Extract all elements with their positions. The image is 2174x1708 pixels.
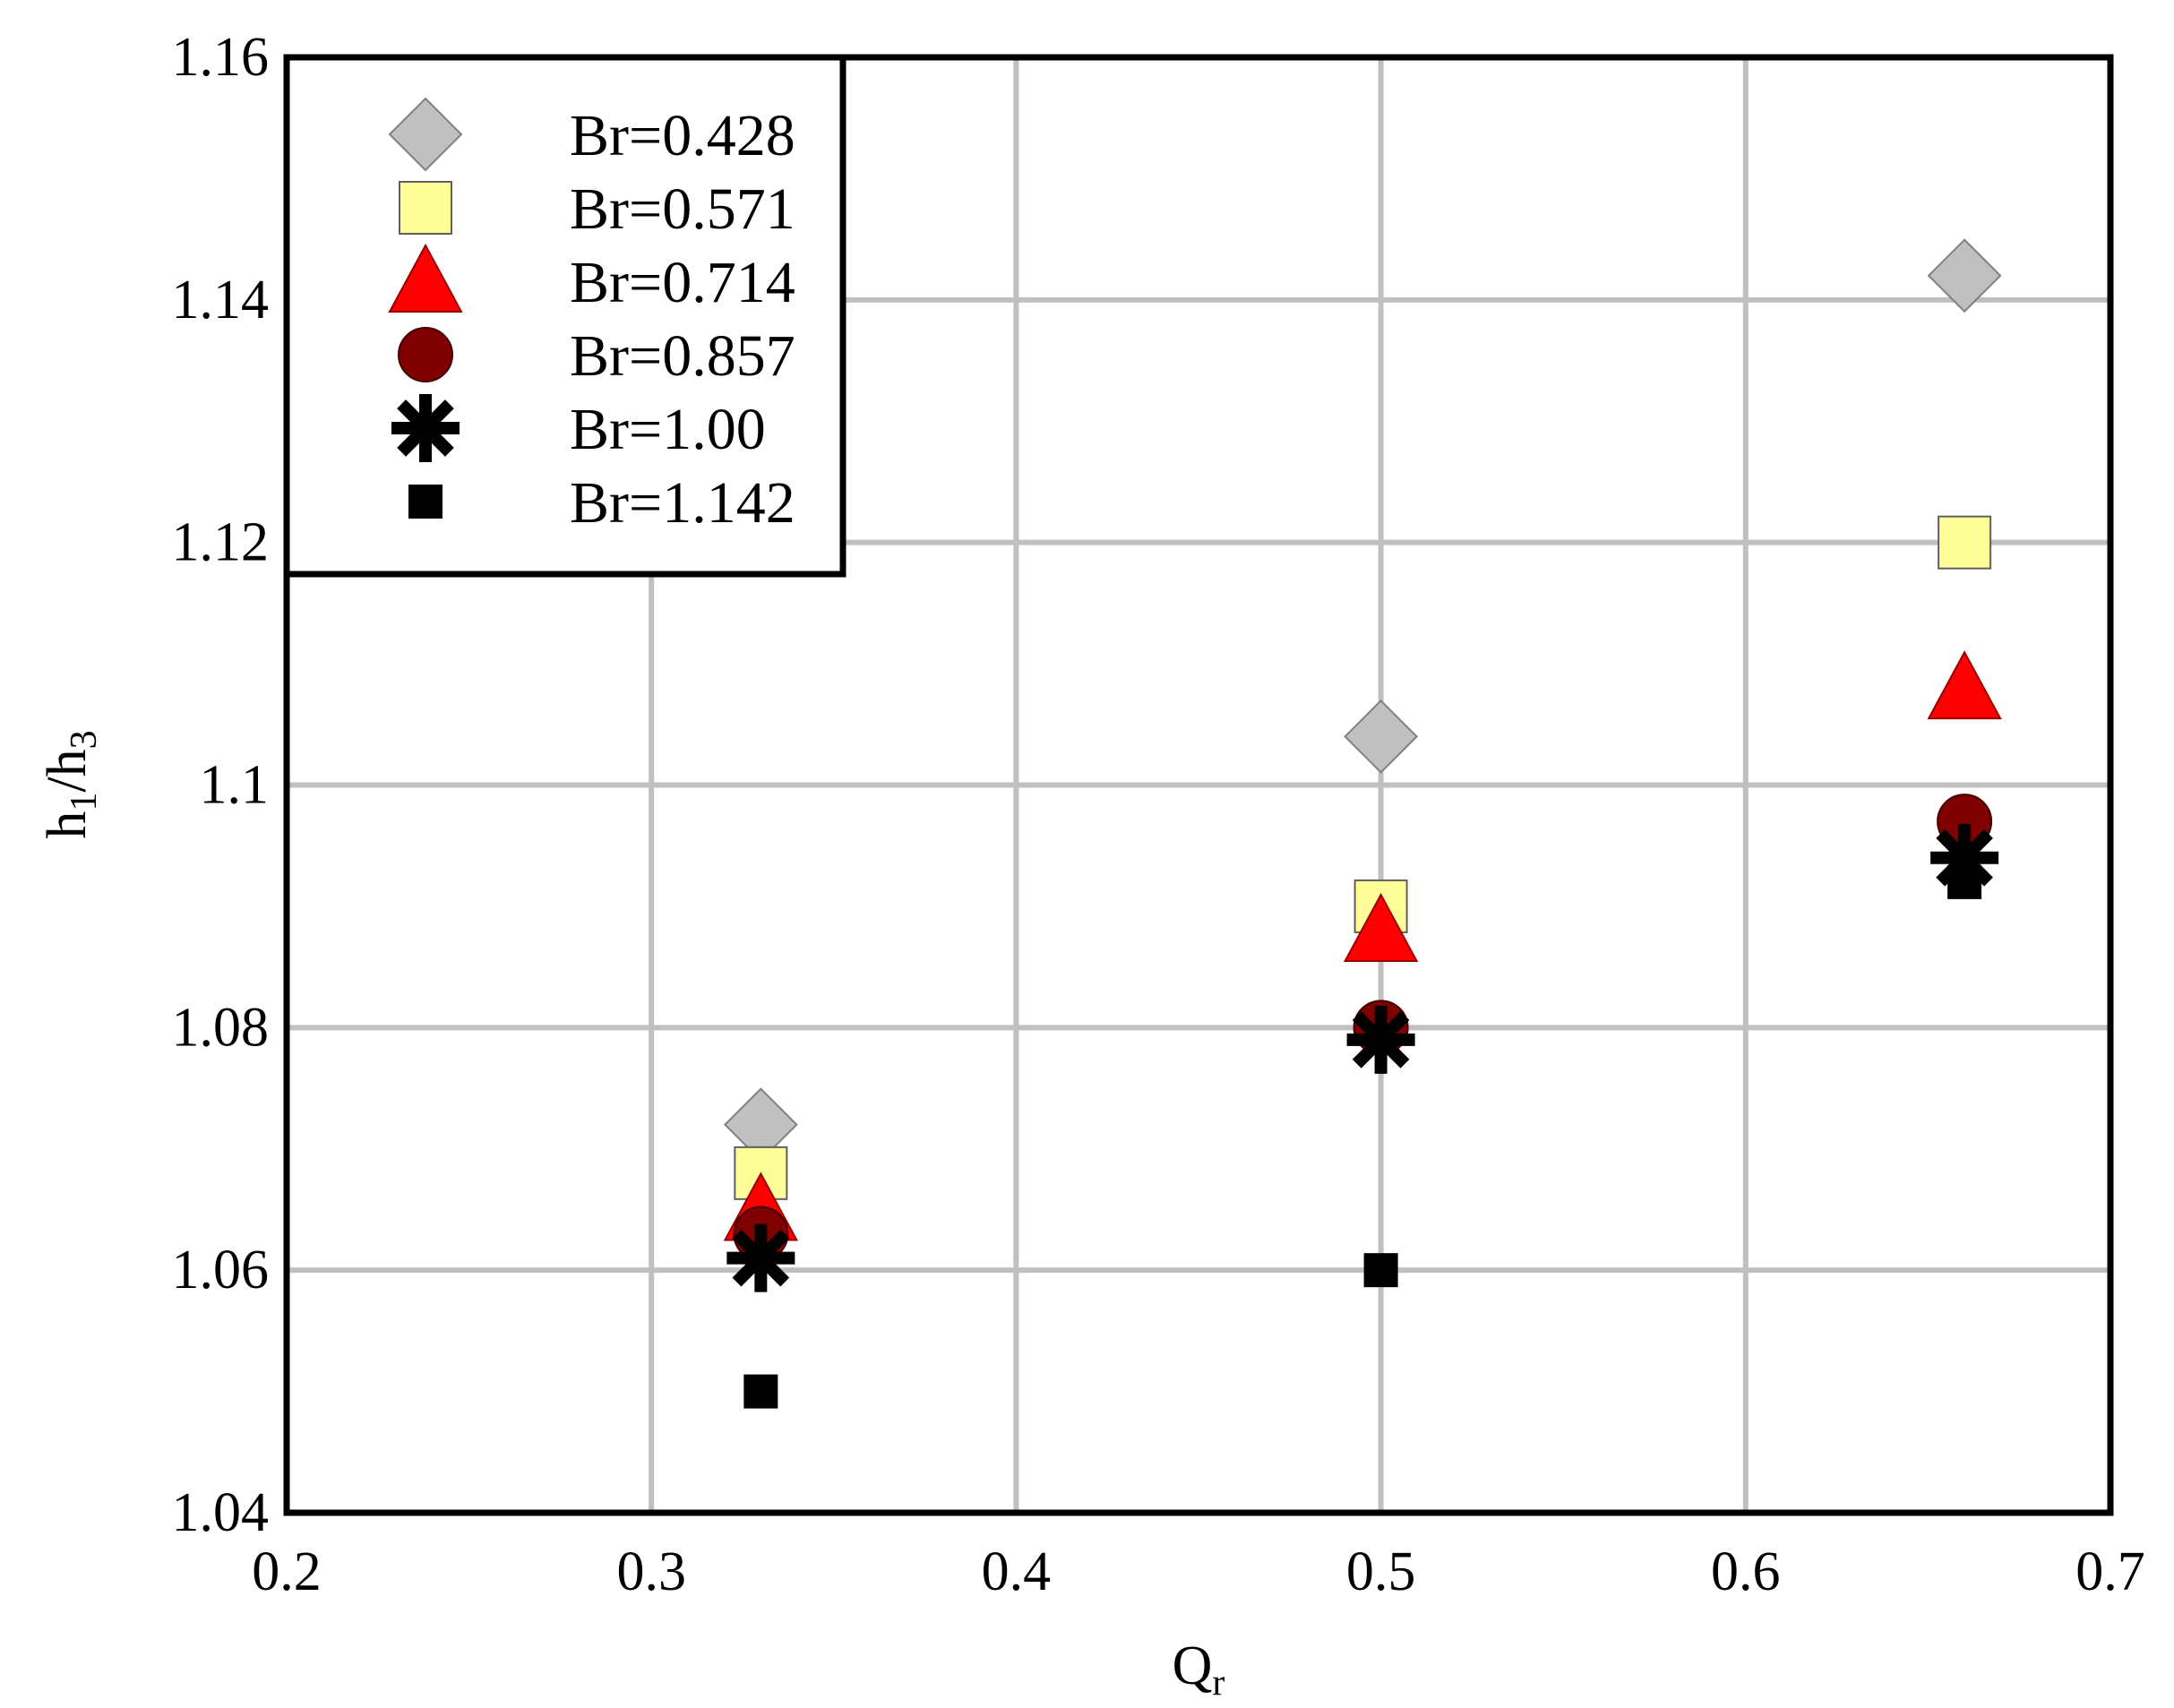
x-tick-label: 0.5 [1346,1541,1416,1602]
data-point [1344,699,1419,774]
x-tick-label: 0.4 [982,1541,1052,1602]
data-point [1343,892,1419,962]
y-tick-label: 1.12 [172,512,270,573]
x-tick-label: 0.3 [616,1541,686,1602]
data-point [1947,864,1982,899]
legend-entry: Br=0.714 [388,243,795,315]
y-tick-label: 1.06 [172,1240,270,1300]
legend-entry: Br=1.00 [391,394,766,462]
y-tick-label: 1.08 [172,997,270,1058]
small-square-marker [408,485,443,519]
data-point [1363,1253,1398,1288]
x-tick-label: 0.2 [252,1541,322,1602]
diamond-marker [388,97,463,172]
data-point [743,1374,778,1409]
legend-label: Br=0.571 [570,176,795,242]
y-tick-label: 1.1 [200,755,270,816]
y-tick-label: 1.14 [172,270,270,330]
data-point [1346,1005,1415,1074]
data-point [1938,515,1992,570]
y-tick-label: 1.16 [172,27,270,88]
legend-entry: Br=0.571 [399,176,795,242]
legend-label: Br=0.857 [570,323,795,389]
y-tick-labels: 1.04 1.06 1.08 1.1 1.12 1.14 1.16 [172,27,270,1543]
x-tick-labels: 0.2 0.3 0.4 0.5 0.6 0.7 [252,1541,2145,1602]
legend-label: Br=0.714 [570,250,795,315]
legend-entry: Br=0.428 [388,97,795,172]
y-tick-label: 1.04 [172,1482,270,1543]
data-point [1927,650,2002,720]
x-tick-label: 0.6 [1711,1541,1781,1602]
legend-label: Br=1.142 [570,470,795,536]
grid [287,57,2110,1513]
series-5 [743,864,1982,1409]
legend-label: Br=1.00 [570,397,766,462]
asterisk-marker [391,394,460,462]
y-axis-title: h1/h3 [37,730,105,838]
legend-box [283,54,846,578]
triangle-marker [388,243,463,313]
legend-entry: Br=0.857 [398,323,795,389]
square-marker [399,181,452,235]
legend-entry: Br=1.142 [408,470,795,536]
series-1 [734,515,1992,1200]
circle-marker [398,327,453,382]
legend: Br=0.428 Br=0.571 Br=0.714 Br=0.857 Br=1.00 B… [283,54,846,578]
legend-label: Br=0.428 [570,103,795,168]
x-axis-title: Qr [1173,1635,1225,1704]
data-point [1927,238,2002,313]
data-point [726,1223,795,1292]
plot-frame [283,54,2114,1516]
x-tick-label: 0.7 [2075,1541,2145,1602]
data-points [723,238,2002,1409]
